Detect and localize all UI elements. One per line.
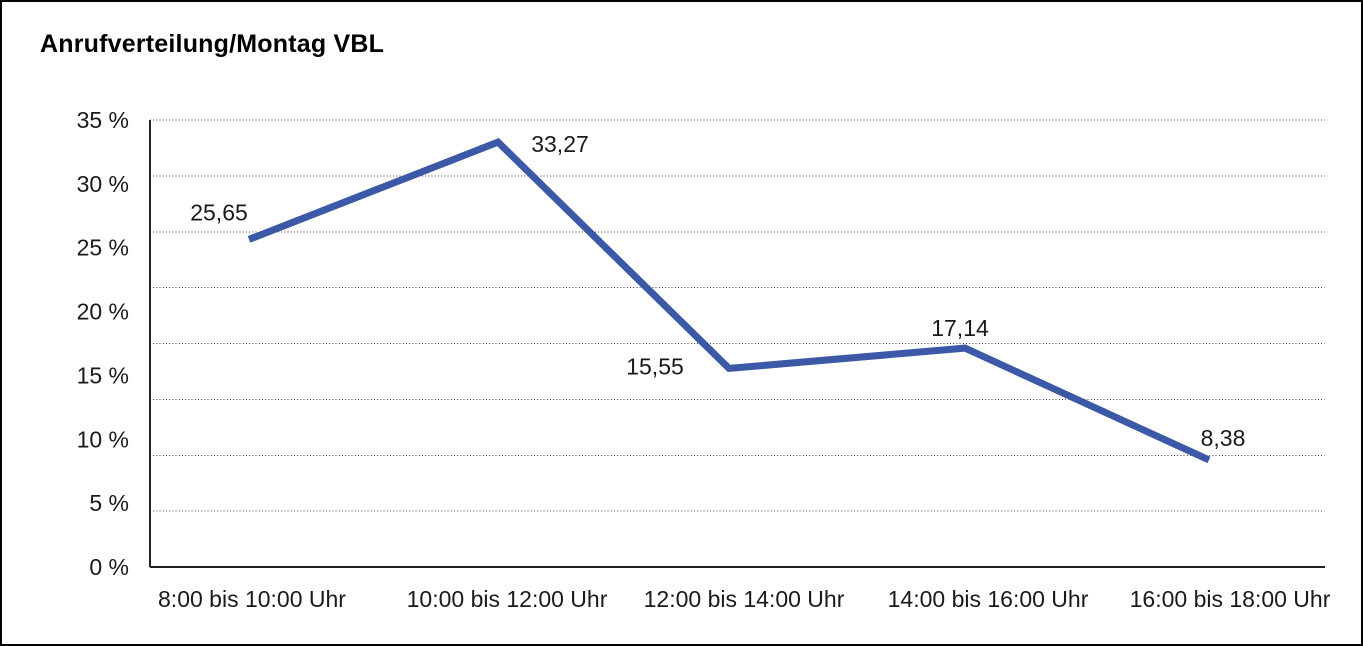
x-category-label: 14:00 bis 16:00 Uhr [888,586,1089,612]
x-category-label: 12:00 bis 14:00 Uhr [644,586,845,612]
chart-title: Anrufverteilung/Montag VBL [40,30,385,58]
data-point-label: 25,65 [190,199,248,225]
y-tick-label: 20 % [77,299,129,325]
data-point-label: 8,38 [1201,425,1246,451]
y-tick-label: 25 % [77,235,129,261]
y-tick-label: 30 % [77,171,129,197]
y-tick-label: 0 % [89,554,129,580]
x-category-label: 8:00 bis 10:00 Uhr [158,586,346,612]
x-category-label: 10:00 bis 12:00 Uhr [407,586,608,612]
data-point-label: 33,27 [531,131,589,157]
y-tick-label: 10 % [77,426,129,452]
data-point-label: 17,14 [931,315,989,341]
data-point-label: 15,55 [626,353,684,379]
x-category-label: 16:00 bis 18:00 Uhr [1130,586,1331,612]
series-line [247,138,1211,464]
y-tick-label: 15 % [77,362,129,388]
y-tick-label: 5 % [89,490,129,516]
y-tick-label: 35 % [77,107,129,133]
